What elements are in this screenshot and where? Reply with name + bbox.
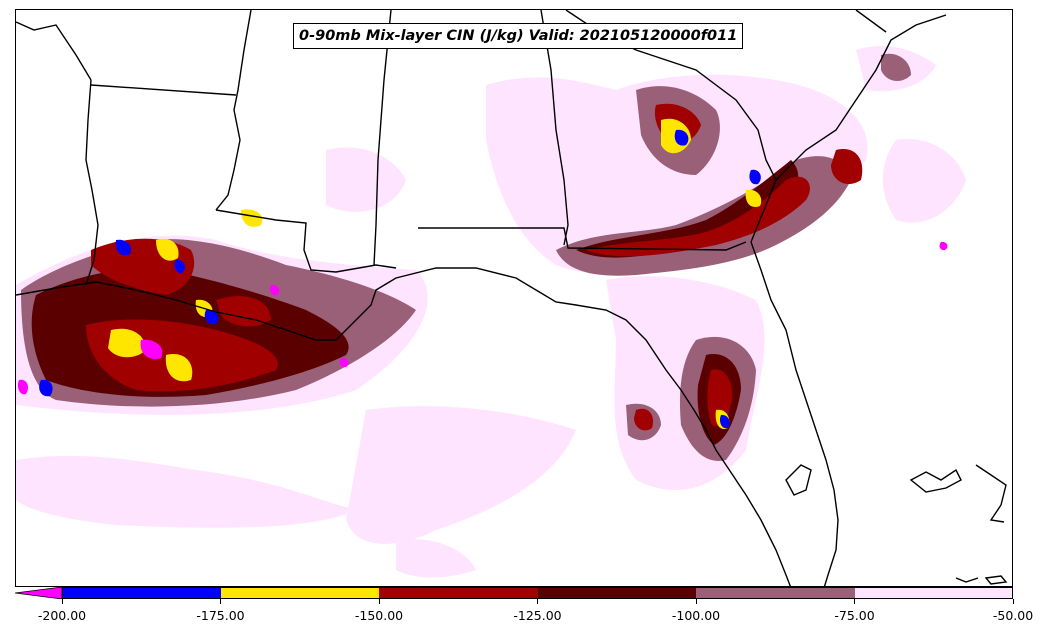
colorbar-tick-label: -200.00 bbox=[37, 608, 87, 623]
cin-band-magenta bbox=[17, 241, 948, 395]
colorbar-tick bbox=[854, 599, 855, 604]
colorbar-tick-label: -150.00 bbox=[354, 608, 404, 623]
colorbar-tick-label: -125.00 bbox=[513, 608, 562, 623]
colorbar-tick-label: -75.00 bbox=[834, 608, 875, 623]
colorbar-segment bbox=[379, 587, 538, 599]
colorbar-segment bbox=[854, 587, 1013, 599]
colorbar-tick bbox=[695, 599, 697, 604]
map-title: 0-90mb Mix-layer CIN (J/kg) Valid: 20210… bbox=[293, 23, 744, 49]
colorbar-segment bbox=[696, 587, 855, 599]
colorbar bbox=[15, 587, 1013, 599]
colorbar-tick-label: -175.00 bbox=[196, 608, 245, 623]
colorbar-tick bbox=[1012, 599, 1014, 604]
colorbar-tick bbox=[220, 599, 221, 604]
colorbar-tick bbox=[378, 599, 380, 604]
cin-field-map bbox=[16, 10, 1008, 586]
colorbar-extend-arrow bbox=[15, 587, 63, 599]
colorbar-tick bbox=[61, 599, 63, 604]
colorbar-tick bbox=[537, 599, 538, 604]
colorbar-tick-label: -50.00 bbox=[992, 608, 1034, 623]
colorbar-segment bbox=[220, 587, 379, 599]
map-panel: 0-90mb Mix-layer CIN (J/kg) Valid: 20210… bbox=[15, 9, 1013, 587]
colorbar-tick-label: -100.00 bbox=[671, 608, 721, 623]
cin-band-blue bbox=[39, 129, 761, 429]
colorbar-segment bbox=[537, 587, 696, 599]
colorbar-segment bbox=[62, 587, 221, 599]
